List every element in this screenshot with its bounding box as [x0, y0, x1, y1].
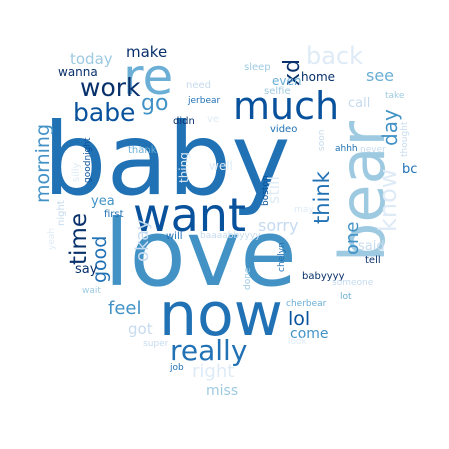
word-much: much — [233, 84, 340, 128]
word-will: will — [166, 231, 183, 242]
word-night: night — [56, 200, 67, 226]
word-lol: lol — [288, 308, 311, 330]
word-ahhh: ahhh — [335, 144, 358, 154]
word-today: today — [70, 50, 113, 68]
word-wanna: wanna — [58, 65, 98, 79]
word-someone: someone — [332, 278, 374, 288]
word-silly: silly — [71, 162, 82, 182]
word-jerbear: jerbear — [188, 96, 221, 106]
word-baaaabbyyyy: baaaabbyyyy — [200, 231, 261, 241]
word-never: never — [360, 145, 386, 155]
word-boston: boston — [261, 175, 271, 206]
word-may: may — [294, 205, 314, 215]
word-said: said — [358, 239, 385, 254]
word-take: take — [385, 91, 405, 101]
word-thought: thought — [400, 121, 410, 157]
word-thank: thank — [128, 145, 157, 156]
word-need: need — [186, 80, 211, 91]
word-yea: yea — [91, 194, 115, 209]
word-chelyn: chelyn — [277, 242, 287, 272]
word-look: look — [288, 337, 307, 347]
word-babe: babe — [73, 98, 136, 127]
word-done: done — [243, 267, 253, 290]
word-okay: okay — [132, 219, 153, 262]
word-morning: morning — [32, 123, 54, 203]
word-wait: wait — [82, 286, 101, 296]
word-sleep: sleep — [244, 62, 271, 73]
word-sorry: sorry — [258, 216, 299, 235]
word-tell: tell — [365, 255, 381, 266]
word-miss: miss — [206, 383, 239, 399]
word-re: re — [123, 48, 174, 106]
word-baby: baby — [43, 101, 291, 218]
word-got: got — [128, 320, 153, 338]
word-right: right — [192, 361, 235, 382]
word-time: time — [66, 213, 92, 265]
word-go: go — [141, 91, 169, 116]
word-call: call — [348, 96, 371, 111]
word-job: job — [170, 363, 184, 373]
word-thing: thing — [177, 152, 191, 183]
word-cherbear: cherbear — [286, 299, 327, 309]
word-even: even — [272, 74, 302, 88]
word-think: think — [310, 171, 334, 224]
word-want: want — [133, 188, 247, 242]
word-lot: lot — [340, 292, 352, 302]
word-goodnight: goodnight — [83, 137, 93, 183]
word-now: now — [159, 280, 283, 350]
word-video: video — [270, 124, 298, 135]
word-come: come — [290, 326, 329, 342]
word-home: home — [301, 70, 336, 84]
word-didn: didn — [173, 116, 195, 127]
word-really: really — [170, 334, 248, 367]
word-first: first — [104, 209, 124, 220]
word-well: well — [209, 159, 233, 173]
word-babyyyy: babyyyy — [302, 271, 345, 282]
word-back: back — [306, 42, 364, 70]
word-say: say — [75, 262, 98, 277]
word-soon: soon — [317, 129, 327, 151]
word-work: work — [80, 73, 141, 102]
word-feel: feel — [108, 298, 142, 319]
word-super: super — [143, 339, 169, 349]
word-day: day — [378, 109, 402, 146]
word-know: know — [374, 168, 402, 232]
word-make: make — [126, 43, 168, 61]
word-see: see — [366, 66, 395, 85]
word-bc: bc — [402, 162, 418, 177]
word-ve: ve — [207, 114, 220, 125]
word-love: love — [104, 200, 297, 307]
word-yeah: yeah — [47, 227, 57, 250]
word-selfie: selfie — [264, 86, 291, 97]
